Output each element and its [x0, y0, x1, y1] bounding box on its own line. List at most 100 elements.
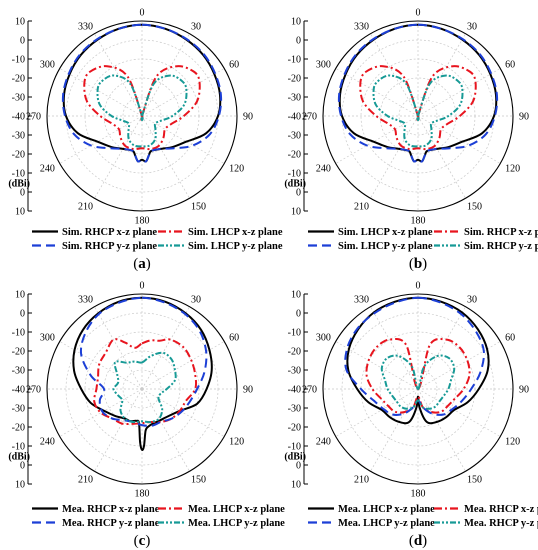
angle-tick-label: 30 [191, 294, 201, 305]
angle-tick-label: 300 [40, 60, 55, 71]
polar-chart-d: 0 30 60 90 120 150 180 210 240 270 300 330 10 0 -10 -20… [284, 281, 538, 550]
panel-caption: (d) [409, 533, 427, 549]
angle-tick-label: 180 [135, 489, 150, 500]
legend-label: Mea. RHCP y-z plane [62, 518, 160, 529]
grid-spoke [417, 68, 501, 117]
legend-label: Mea. LHCP x-z plane [338, 504, 435, 515]
polar-chart-a: 0 30 60 90 120 150 180 210 240 270 300 330 10 0 -10 -20… [8, 8, 283, 273]
radial-tick-label: -20 [288, 74, 301, 85]
radial-tick-label: -30 [288, 404, 301, 415]
angle-tick-label: 120 [505, 164, 520, 175]
series-line-2 [365, 337, 471, 414]
legend-label: Sim. LHCP y-z plane [188, 241, 283, 252]
grid-spoke [335, 115, 419, 164]
grid-spoke [141, 388, 190, 472]
radial-tick-label: 0 [296, 461, 301, 472]
grid-spoke [370, 388, 419, 472]
angle-tick-label: 150 [467, 475, 482, 486]
panel-caption: (c) [134, 533, 151, 549]
radial-tick-label: 10 [291, 207, 301, 218]
radial-tick-label: -30 [12, 366, 25, 377]
grid-spoke [141, 306, 190, 390]
grid-spoke [94, 33, 143, 117]
radial-tick-label: 10 [15, 480, 25, 491]
panel-caption: (a) [133, 256, 151, 272]
grid-circle [122, 369, 162, 409]
radial-tick-label: -20 [288, 347, 301, 358]
legend-label: Sim. RHCP x-z plane [62, 227, 157, 238]
angle-tick-label: 300 [316, 333, 331, 344]
grid-circle [322, 293, 514, 485]
angle-tick-label: 180 [135, 216, 150, 227]
angle-tick-label: 210 [354, 475, 369, 486]
angle-tick-label: 90 [243, 112, 253, 123]
radial-tick-label: -40 [288, 385, 301, 396]
radial-tick-label: -20 [12, 74, 25, 85]
legend-label: Sim. LHCP x-z plane [338, 227, 433, 238]
radial-unit-label: (dBi) [8, 178, 30, 189]
radial-tick-label: -30 [288, 93, 301, 104]
angle-tick-label: 240 [316, 437, 331, 448]
grid-spoke [141, 33, 190, 117]
radial-tick-label: 0 [20, 188, 25, 199]
grid-spoke [370, 33, 419, 117]
radial-tick-label: -10 [288, 442, 301, 453]
radial-tick-label: 10 [291, 17, 301, 28]
grid-spoke [417, 306, 466, 390]
angle-tick-label: 210 [78, 202, 93, 213]
angle-tick-label: 0 [416, 8, 421, 19]
legend-label: Mea. RHCP x-z plane [464, 504, 538, 515]
angle-tick-label: 30 [191, 21, 201, 32]
angle-tick-label: 30 [467, 21, 477, 32]
angle-tick-label: 120 [229, 437, 244, 448]
angle-tick-label: 330 [78, 294, 93, 305]
radial-tick-label: -20 [12, 347, 25, 358]
angle-tick-label: 300 [316, 60, 331, 71]
grid-circle [398, 96, 438, 136]
grid-circle [46, 293, 238, 485]
angle-tick-label: 90 [519, 385, 529, 396]
angle-tick-label: 120 [229, 164, 244, 175]
legend-label: Mea. LHCP y-z plane [338, 518, 435, 529]
grid-spoke [59, 341, 143, 390]
legend-label: Sim. RHCP x-z plane [464, 227, 538, 238]
legend-label: Mea. RHCP y-z plane [464, 518, 538, 529]
angle-tick-label: 150 [191, 475, 206, 486]
radial-tick-label: -20 [288, 150, 301, 161]
grid-spoke [59, 115, 143, 164]
angle-tick-label: 330 [354, 21, 369, 32]
radial-tick-label: -10 [12, 169, 25, 180]
angle-tick-label: 210 [78, 475, 93, 486]
series-line-1 [72, 296, 213, 451]
radial-unit-label: (dBi) [8, 451, 30, 462]
angle-tick-label: 60 [505, 333, 515, 344]
grid-spoke [94, 388, 143, 472]
legend-label: Mea. LHCP x-z plane [188, 504, 285, 515]
radial-tick-label: 0 [296, 36, 301, 47]
radial-tick-label: -40 [12, 385, 25, 396]
angle-tick-label: 270 [26, 385, 41, 396]
panel-caption: (b) [409, 256, 427, 272]
radial-tick-label: 0 [20, 309, 25, 320]
radial-tick-label: 10 [291, 290, 301, 301]
legend-label: Sim. LHCP y-z plane [338, 241, 433, 252]
angle-tick-label: 60 [505, 60, 515, 71]
radial-tick-label: -10 [12, 442, 25, 453]
radial-tick-label: 10 [15, 17, 25, 28]
radial-tick-label: -30 [12, 404, 25, 415]
angle-tick-label: 60 [229, 333, 239, 344]
grid-circle [398, 369, 438, 409]
grid-circle [322, 20, 514, 212]
angle-tick-label: 90 [519, 112, 529, 123]
legend-label: Sim. RHCP y-z plane [464, 241, 538, 252]
series-line-2 [83, 65, 201, 151]
series-line-4 [372, 74, 464, 148]
angle-tick-label: 150 [191, 202, 206, 213]
series-line-4 [96, 74, 188, 148]
angle-tick-label: 270 [26, 112, 41, 123]
radial-tick-label: -30 [288, 366, 301, 377]
legend-label: Mea. LHCP y-z plane [188, 518, 285, 529]
radial-tick-label: -40 [288, 112, 301, 123]
series-line-3 [344, 296, 485, 416]
series-line-4 [380, 354, 456, 410]
